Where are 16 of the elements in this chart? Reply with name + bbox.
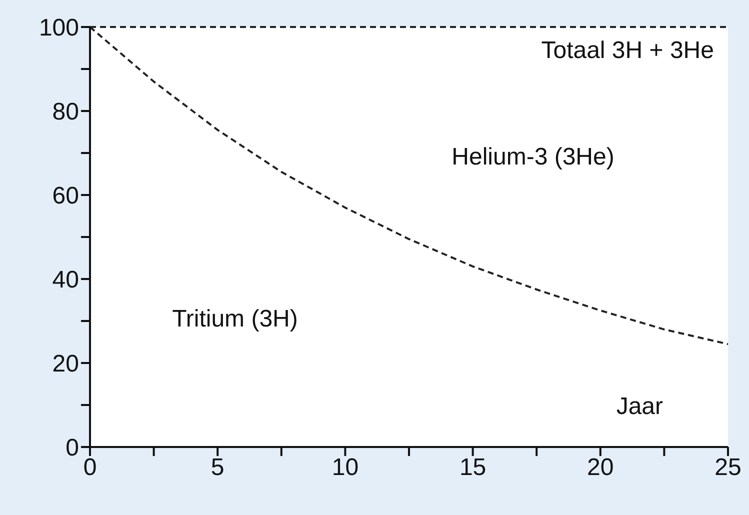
y-tick-label: 100 [38, 14, 79, 42]
y-tick-label: 20 [52, 350, 79, 378]
annotation: Tritium (3H) [172, 305, 298, 332]
y-tick-label: 40 [52, 266, 79, 294]
x-tick-label: 20 [587, 454, 614, 482]
x-tick-label: 5 [210, 454, 224, 482]
y-tick-label: 80 [52, 98, 79, 126]
x-tick-label: 15 [459, 454, 486, 482]
x-tick-label: 0 [83, 454, 97, 482]
y-tick-label: 0 [66, 434, 79, 462]
ref-line-label: Totaal 3H + 3He [541, 37, 714, 64]
x-tick-label: 10 [332, 454, 359, 482]
y-tick-label: 60 [52, 182, 79, 210]
x-tick-label: 25 [714, 454, 742, 482]
annotation: Helium-3 (3He) [452, 143, 614, 170]
x-axis-title: Jaar [616, 393, 664, 420]
